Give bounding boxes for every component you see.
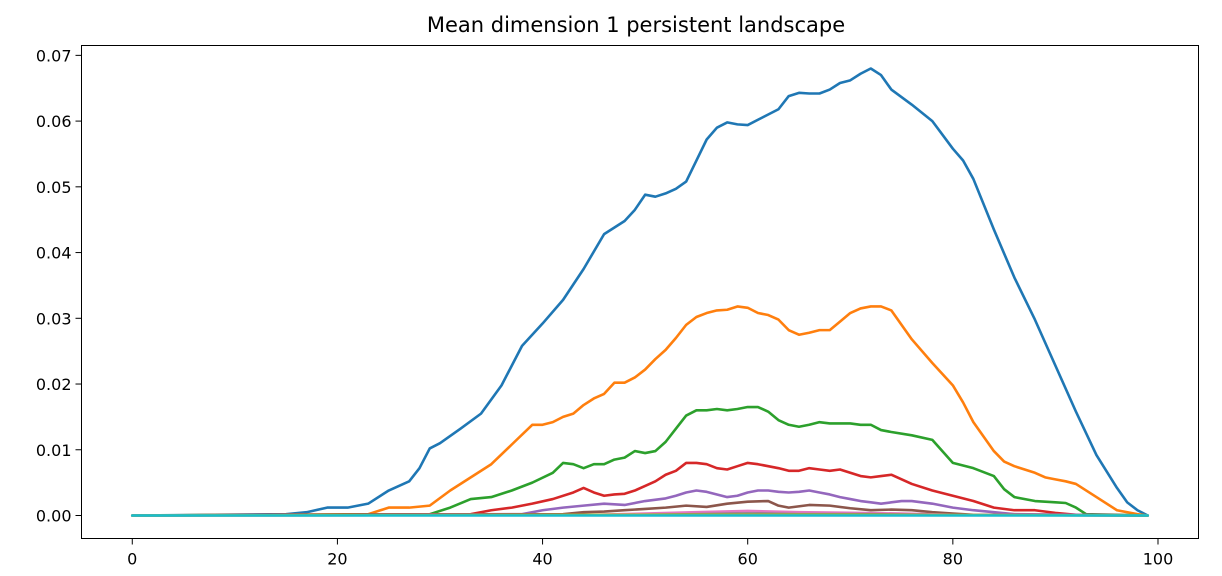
y-tick-label: 0.05 — [36, 178, 72, 197]
y-tick-label: 0.01 — [36, 441, 72, 460]
y-tick-label: 0.06 — [36, 112, 72, 131]
x-axis-ticks: 0 20 40 60 80 100 — [127, 538, 1174, 569]
x-tick-label: 20 — [327, 550, 347, 569]
y-axis-ticks: 0.00 0.01 0.02 0.03 0.04 0.05 0.06 0.07 — [36, 46, 82, 525]
chart-title: Mean dimension 1 persistent landscape — [427, 13, 845, 37]
series-line-4 — [130, 461, 1150, 517]
series-line-6 — [130, 499, 1150, 517]
y-tick-label: 0.00 — [36, 506, 72, 525]
x-tick-label: 100 — [1143, 550, 1174, 569]
x-tick-label: 80 — [943, 550, 963, 569]
x-tick-label: 40 — [532, 550, 552, 569]
series-layer — [130, 67, 1150, 517]
x-tick-label: 60 — [738, 550, 758, 569]
series-line-2 — [130, 305, 1150, 517]
series-line-5 — [130, 489, 1150, 517]
plot-area-frame — [81, 45, 1199, 539]
y-tick-label: 0.04 — [36, 244, 72, 263]
y-tick-label: 0.07 — [36, 46, 72, 65]
y-tick-label: 0.03 — [36, 309, 72, 328]
y-tick-label: 0.02 — [36, 375, 72, 394]
x-tick-label: 0 — [127, 550, 137, 569]
series-line-1 — [130, 67, 1150, 517]
series-line-3 — [130, 405, 1150, 517]
